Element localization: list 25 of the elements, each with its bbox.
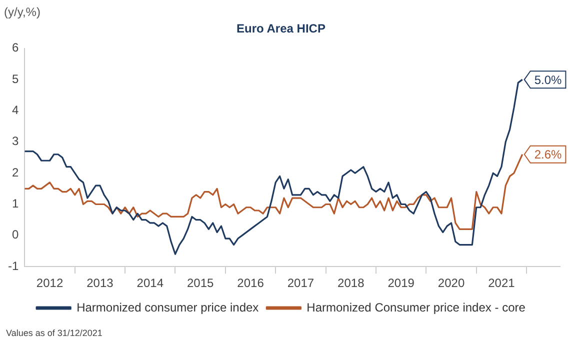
y-tick-label: 0 [12,228,19,242]
annotation: 5.0% [534,72,562,87]
y-tick-label: 1 [12,196,19,211]
y-tick-label: 3 [12,134,19,148]
x-tick-label: 2013 [86,276,114,290]
y-tick-label: 2 [12,165,19,180]
x-tick-label: 2018 [338,276,365,290]
text: Values as of 31/12/2021 [6,328,102,338]
y-tick-label: 4 [12,103,19,118]
x-tick-label: 2020 [438,276,465,290]
legend-label: Harmonized Consumer price index - core [306,300,526,314]
x-tick-label: 2019 [388,276,415,290]
y-tick-label: -1 [8,258,19,273]
x-tick-label: 2016 [237,276,264,290]
y-tick-label: 6 [12,40,19,55]
x-tick-label: 2014 [136,276,164,290]
y-axis-title: (y/y,%) [4,5,40,19]
y-tick-label: 5 [12,72,19,86]
x-tick-label: 2012 [36,276,64,290]
annotation: 2.6% [534,148,562,162]
x-tick-label: 2021 [488,276,516,290]
legend-label: Harmonized consumer price index [76,300,259,314]
x-tick-label: 2017 [287,276,314,290]
x-tick-label: 2015 [186,276,214,290]
chart-title: Euro Area HICP [236,22,326,36]
